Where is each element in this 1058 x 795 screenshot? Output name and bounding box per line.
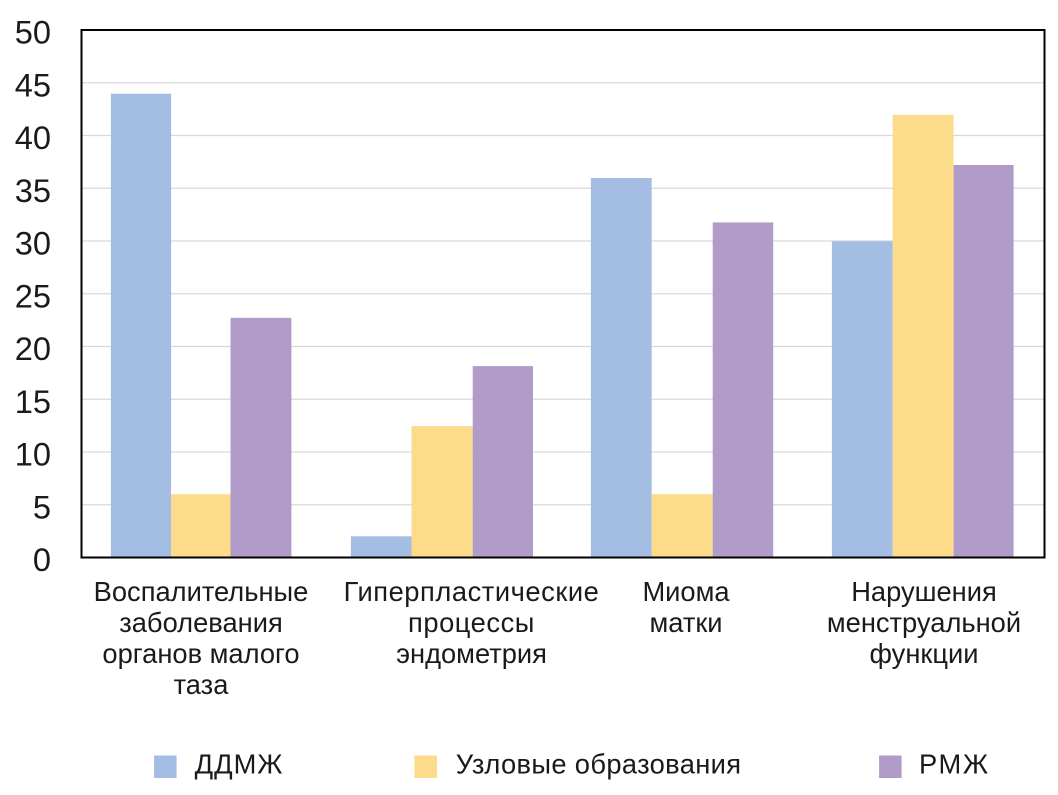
svg-text:40: 40	[15, 119, 51, 156]
svg-text:30: 30	[15, 225, 51, 262]
svg-text:15: 15	[15, 383, 51, 420]
svg-text:50: 50	[15, 14, 51, 51]
svg-text:35: 35	[15, 172, 51, 209]
svg-text:20: 20	[15, 330, 51, 367]
svg-text:ДДМЖ: ДДМЖ	[195, 748, 284, 779]
svg-text:0: 0	[33, 541, 51, 578]
svg-text:25: 25	[15, 277, 51, 314]
svg-text:РМЖ: РМЖ	[919, 748, 990, 779]
svg-text:45: 45	[15, 66, 51, 103]
svg-text:Узловые образования: Узловые образования	[456, 748, 742, 779]
svg-text:5: 5	[33, 488, 51, 525]
svg-text:10: 10	[15, 436, 51, 473]
